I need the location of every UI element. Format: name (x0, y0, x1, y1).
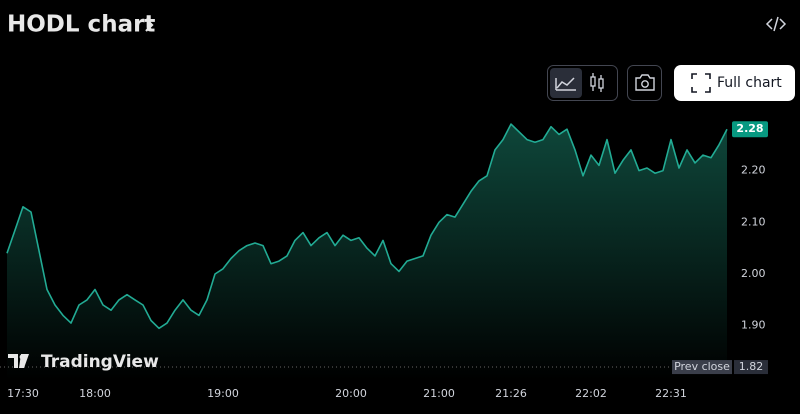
x-tick-label: 22:02 (575, 387, 607, 400)
chevron-icon (145, 18, 154, 32)
plot: 1.90 2.00 2.10 2.20 17:30 18:00 19:00 20:00 21:0… (0, 121, 768, 400)
brand-name: TradingView (41, 352, 159, 372)
x-tick-label: 22:31 (655, 387, 687, 400)
prev-close-value: 1.82 (739, 360, 764, 373)
x-tick-label: 19:00 (207, 387, 239, 400)
chart-title: HODL chart (7, 12, 155, 38)
prev-close-label: Prev close (674, 360, 730, 373)
brand-logo-dot (19, 354, 25, 360)
camera-icon (635, 74, 655, 91)
code-glyph (765, 16, 787, 32)
embed-icon[interactable] (765, 16, 787, 32)
area-button[interactable] (550, 68, 582, 98)
group-border (547, 65, 618, 101)
snapshot-button[interactable] (627, 65, 662, 101)
candle-icon (598, 78, 604, 89)
area-fill (7, 124, 727, 380)
button-label: Full chart (717, 75, 782, 91)
full-chart-button[interactable]: Full chart (674, 65, 795, 101)
prev-close-badge (734, 360, 768, 375)
candle-button[interactable] (590, 73, 604, 92)
y-tick-label: 1.90 (741, 319, 766, 332)
x-tick-label: 21:00 (423, 387, 455, 400)
x-tick-label: 21:26 (495, 387, 527, 400)
y-tick-label: 2.10 (741, 215, 766, 228)
button-bg (674, 65, 795, 101)
button-border (627, 65, 662, 101)
y-tick-label: 2.00 (741, 267, 766, 280)
x-tick-label: 17:30 (7, 387, 39, 400)
area-icon (555, 77, 576, 91)
last-price-label: 2.28 (736, 122, 763, 135)
camera-lens (641, 80, 649, 88)
title-link[interactable]: HODL chart (7, 12, 155, 38)
expand-icon (691, 73, 711, 93)
last-price-badge (732, 121, 768, 138)
y-tick-label: 2.20 (741, 164, 766, 177)
candle-wicks (592, 73, 602, 92)
brand: TradingView (8, 352, 159, 372)
x-tick-label: 18:00 (79, 387, 111, 400)
chart-type-group (547, 65, 618, 101)
x-tick-label: 20:00 (335, 387, 367, 400)
prev-close-tag (672, 360, 732, 375)
price-line (6, 123, 728, 330)
